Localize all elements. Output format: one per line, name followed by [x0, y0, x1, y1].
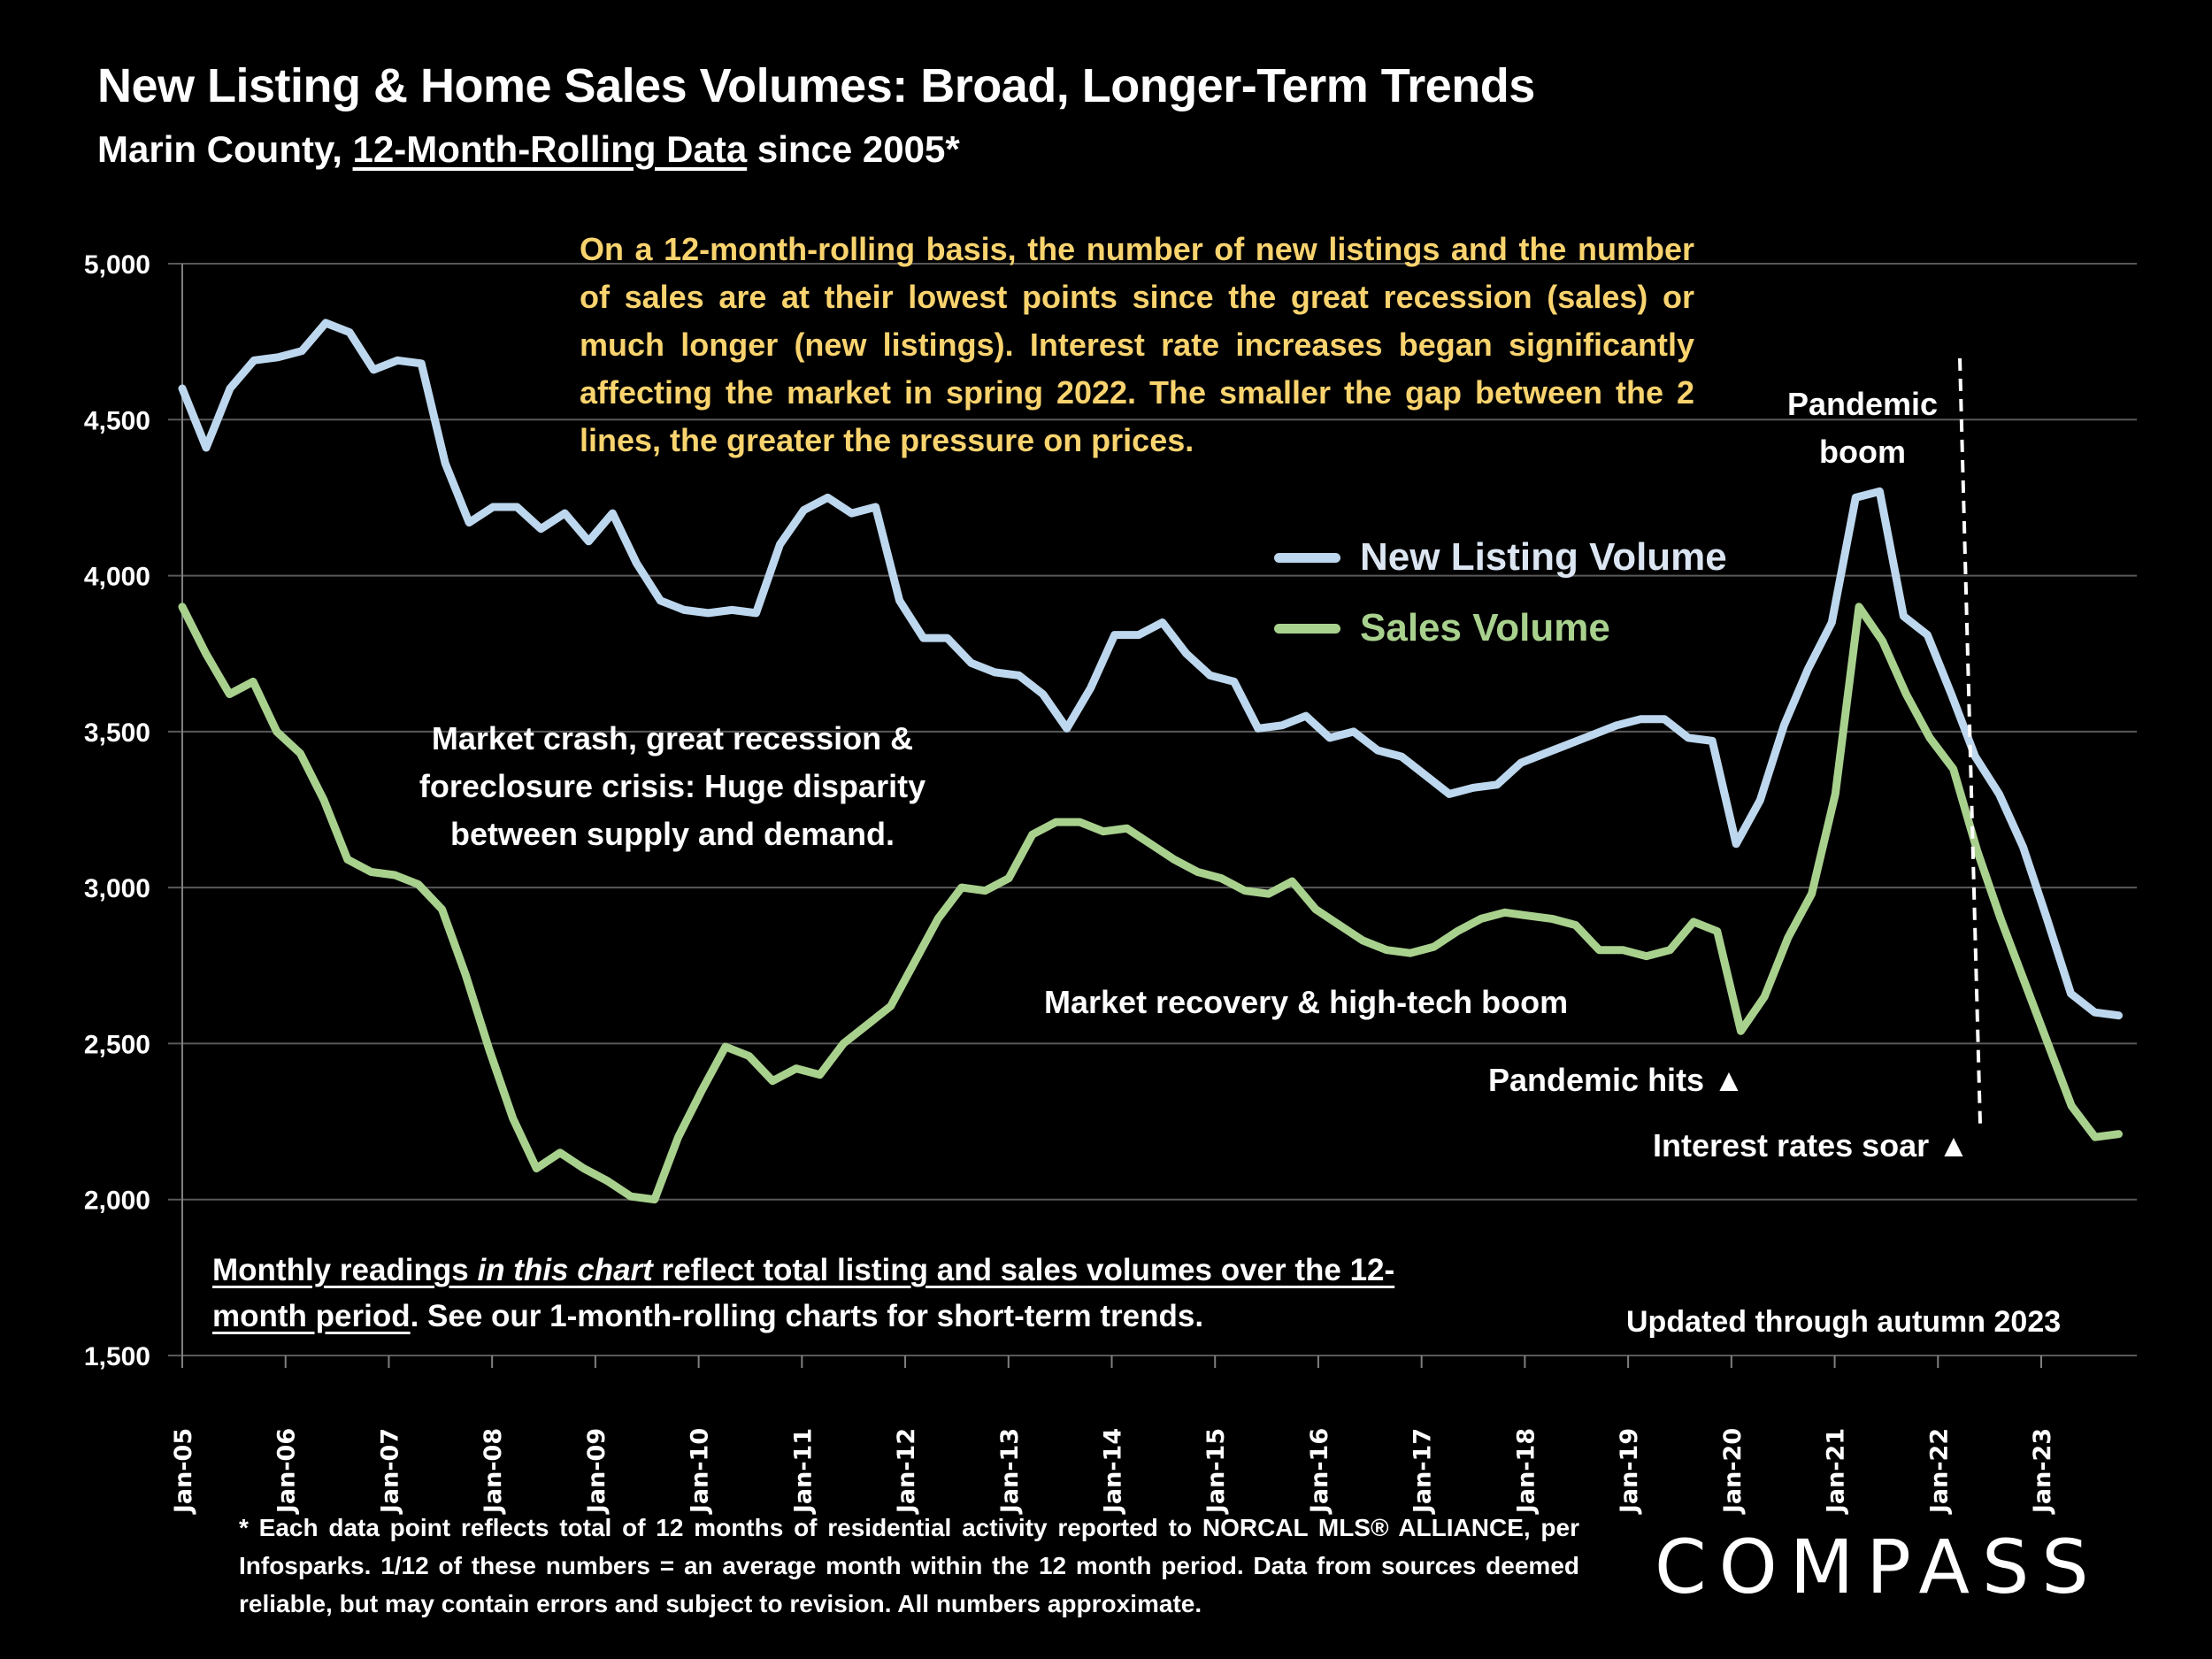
legend-label-sales: Sales Volume: [1360, 606, 1610, 649]
x-tick-label: Jan-23: [2029, 1428, 2056, 1515]
x-tick-label: Jan-21: [1823, 1428, 1850, 1515]
x-tick-label: Jan-07: [376, 1428, 403, 1515]
series-lines: [178, 319, 2123, 1204]
annotation-pandemic-hits: Pandemic hits ▲: [1488, 1062, 1745, 1098]
y-tick-label: 2,500: [84, 1030, 150, 1059]
compass-logo: COMPASS: [1655, 1524, 2101, 1610]
x-tick-label: Jan-11: [789, 1428, 817, 1515]
y-tick-label: 1,500: [84, 1342, 150, 1371]
x-tick-label: Jan-16: [1306, 1428, 1333, 1515]
y-tick-label: 3,000: [84, 874, 150, 903]
x-tick-label: Jan-18: [1512, 1428, 1540, 1515]
x-tick-label: Jan-14: [1100, 1428, 1127, 1515]
x-axis-ticks: Jan-05 Jan-06 Jan-07 Jan-08 Jan-09 Jan-10 Jan-…: [170, 1356, 2056, 1515]
annotation-market-recovery: Market recovery & high-tech boom: [1044, 984, 1569, 1020]
x-tick-label: Jan-06: [273, 1428, 301, 1515]
y-axis-ticks: 1,500 2,000 2,500 3,000 3,500 4,000 4,500 5,000: [84, 250, 150, 1371]
subtitle-suffix: since 2005*: [747, 128, 960, 170]
x-tick-label: Jan-20: [1719, 1428, 1747, 1515]
x-tick-label: Jan-08: [480, 1428, 507, 1515]
series-new-listing-volume: [178, 319, 2123, 1020]
annotation-interest-rates-soar: Interest rates soar ▲: [1653, 1127, 1970, 1164]
x-tick-label: Jan-12: [893, 1428, 920, 1515]
legend-item-new-listings: New Listing Volume: [1274, 522, 1727, 593]
monthly-note-part1: Monthly readings: [212, 1253, 478, 1287]
subtitle-underlined: 12-Month-Rolling Data: [352, 128, 748, 170]
interest-rate-marker-line: [1958, 357, 1982, 1125]
x-tick-label: Jan-13: [996, 1428, 1024, 1515]
x-tick-label: Jan-15: [1202, 1428, 1230, 1515]
legend-label-new-listings: New Listing Volume: [1360, 535, 1727, 579]
monthly-note-part4: . See our 1-month-rolling charts for sho…: [410, 1299, 1204, 1333]
x-tick-label: Jan-19: [1616, 1428, 1643, 1515]
x-tick-label: Jan-05: [170, 1428, 197, 1515]
footnote: * Each data point reflects total of 12 m…: [239, 1514, 1579, 1617]
legend-swatch-new-listings: [1274, 552, 1340, 563]
monthly-note-part3: reflect total listing and sales volumes …: [212, 1253, 1395, 1333]
legend-swatch-sales: [1274, 623, 1340, 634]
legend: New Listing Volume Sales Volume: [1274, 522, 1727, 664]
y-tick-label: 3,500: [84, 718, 150, 748]
x-tick-label: Jan-10: [687, 1428, 714, 1515]
annotation-market-crash: Market crash, great recession & foreclos…: [419, 720, 926, 852]
gridlines: [168, 263, 2137, 1356]
monthly-readings-note: Monthly readings in this chart reflect t…: [212, 1248, 1425, 1340]
y-tick-label: 5,000: [84, 250, 150, 280]
legend-item-sales: Sales Volume: [1274, 593, 1727, 664]
chart-subtitle: Marin County, 12-Month-Rolling Data sinc…: [97, 128, 960, 171]
x-tick-label: Jan-22: [1925, 1428, 1953, 1515]
monthly-note-italic: in this chart: [477, 1253, 653, 1287]
summary-note: On a 12-month-rolling basis, the number …: [580, 231, 1694, 458]
x-tick-label: Jan-17: [1409, 1428, 1437, 1515]
annotation-updated: Updated through autumn 2023: [1626, 1305, 2062, 1339]
series-sales-volume: [178, 603, 2123, 1204]
annotation-pandemic-boom: Pandemic boom: [1786, 386, 1939, 470]
subtitle-prefix: Marin County,: [97, 128, 353, 170]
y-tick-label: 2,000: [84, 1187, 150, 1216]
chart-title: New Listing & Home Sales Volumes: Broad,…: [97, 59, 1535, 112]
y-tick-label: 4,500: [84, 406, 150, 435]
y-tick-label: 4,000: [84, 563, 150, 592]
x-tick-label: Jan-09: [583, 1428, 611, 1515]
